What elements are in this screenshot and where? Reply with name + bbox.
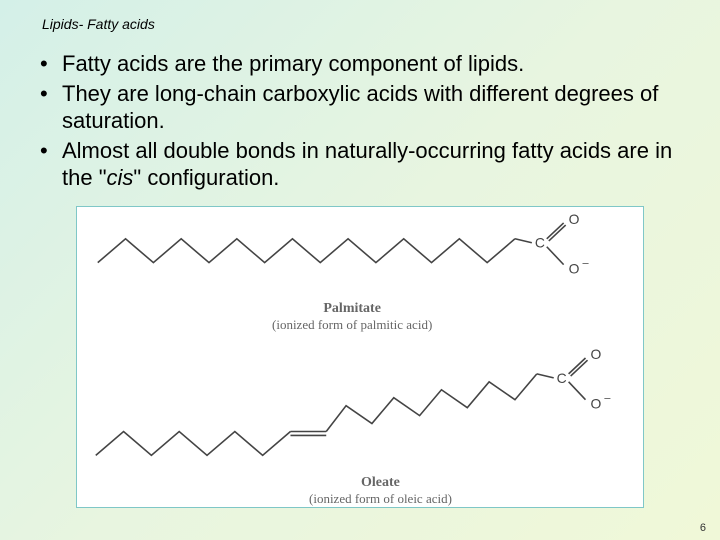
oleate-label: Oleate (ionized form of oleic acid) <box>309 475 452 507</box>
svg-text:–: – <box>604 392 611 404</box>
svg-text:O: O <box>590 395 601 411</box>
bullet-item: • Fatty acids are the primary component … <box>38 50 688 78</box>
svg-text:O: O <box>590 345 601 361</box>
palmitate-label: Palmitate (ionized form of palmitic acid… <box>272 301 432 333</box>
bullet-text: Fatty acids are the primary component of… <box>62 50 688 78</box>
header-title: Lipids- Fatty acids <box>42 16 155 32</box>
bullet-text: They are long-chain carboxylic acids wit… <box>62 80 688 135</box>
palmitate-name: Palmitate <box>272 301 432 317</box>
molecule-diagram: COO–COO– Palmitate (ionized form of palm… <box>76 206 644 508</box>
bullet-list: • Fatty acids are the primary component … <box>0 32 720 192</box>
svg-text:C: C <box>557 369 567 385</box>
bullet-marker: • <box>38 50 62 78</box>
bullet-text-italic: cis <box>107 165 134 190</box>
bullet-item: • Almost all double bonds in naturally-o… <box>38 137 688 192</box>
page-number: 6 <box>700 522 706 534</box>
bullet-text: Almost all double bonds in naturally-occ… <box>62 137 688 192</box>
svg-text:–: – <box>583 257 590 269</box>
oleate-name: Oleate <box>309 475 452 491</box>
svg-text:O: O <box>569 210 580 226</box>
bullet-marker: • <box>38 137 62 165</box>
bullet-item: • They are long-chain carboxylic acids w… <box>38 80 688 135</box>
bullet-text-after: " configuration. <box>133 165 279 190</box>
svg-text:C: C <box>535 234 545 250</box>
palmitate-desc: (ionized form of palmitic acid) <box>272 317 432 333</box>
svg-text:O: O <box>569 260 580 276</box>
bullet-marker: • <box>38 80 62 108</box>
slide-header: Lipids- Fatty acids <box>0 0 720 32</box>
molecule-svg: COO–COO– <box>77 207 643 507</box>
oleate-desc: (ionized form of oleic acid) <box>309 491 452 507</box>
